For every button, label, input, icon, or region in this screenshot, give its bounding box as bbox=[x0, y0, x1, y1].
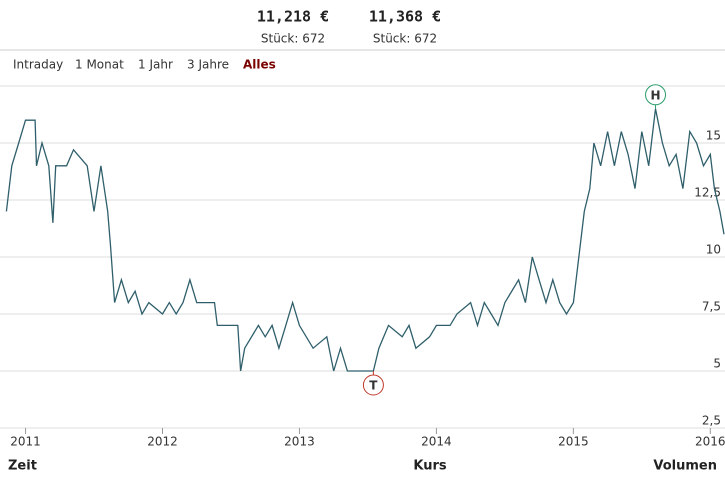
annotation-label: H bbox=[651, 88, 661, 102]
price: 11,218 € bbox=[257, 8, 329, 26]
y-tick-label: 5 bbox=[713, 357, 721, 371]
y-tick-label: 7,5 bbox=[702, 300, 721, 314]
tab[interactable]: Intraday bbox=[13, 58, 63, 72]
x-tick-label: 2012 bbox=[147, 435, 178, 449]
volume: Stück: 672 bbox=[261, 32, 325, 46]
footer-label: Volumen bbox=[653, 459, 717, 474]
y-tick-label: 10 bbox=[706, 243, 721, 257]
x-tick-label: 2011 bbox=[10, 435, 41, 449]
tab[interactable]: 3 Jahre bbox=[187, 58, 229, 72]
x-tick-label: 2016 bbox=[695, 435, 725, 449]
price-line bbox=[5, 108, 725, 372]
price: 11,368 € bbox=[369, 8, 441, 26]
footer-label: Kurs bbox=[413, 459, 447, 474]
tab[interactable]: Alles bbox=[243, 58, 276, 72]
volume: Stück: 672 bbox=[373, 32, 437, 46]
y-tick-label: 15 bbox=[706, 129, 721, 143]
y-tick-label: 2,5 bbox=[702, 414, 721, 428]
x-tick-label: 2015 bbox=[558, 435, 589, 449]
x-tick-label: 2013 bbox=[284, 435, 315, 449]
footer-label: Zeit bbox=[8, 459, 37, 474]
tab[interactable]: 1 Monat bbox=[75, 58, 124, 72]
annotation-marker bbox=[645, 84, 667, 106]
x-tick-label: 2014 bbox=[421, 435, 452, 449]
annotation-marker bbox=[362, 374, 384, 396]
annotation-label: T bbox=[369, 379, 378, 393]
tab[interactable]: 1 Jahr bbox=[138, 58, 173, 72]
